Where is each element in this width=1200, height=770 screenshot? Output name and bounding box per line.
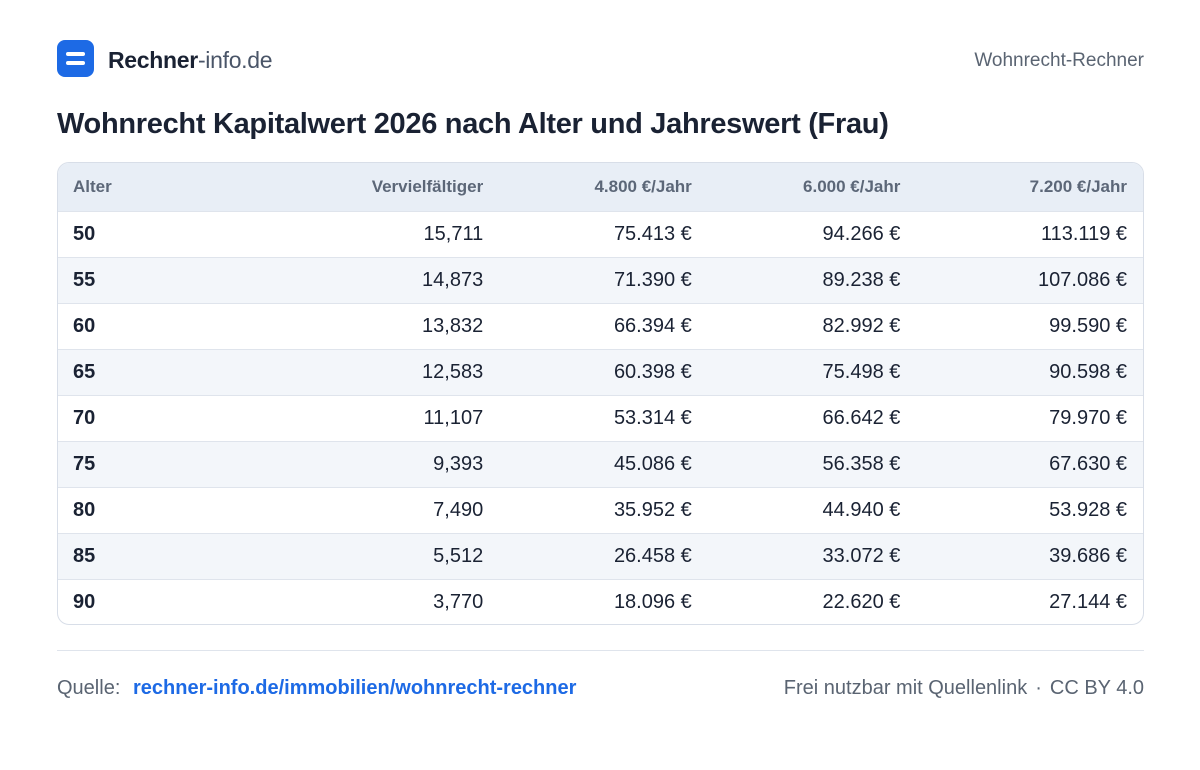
table-header-row: Alter Vervielfältiger 4.800 €/Jahr 6.000… <box>58 163 1143 211</box>
cell-value-7200: 53.928 € <box>1049 498 1127 521</box>
cell-value-6000: 89.238 € <box>822 268 901 291</box>
cell-value-6000: 75.498 € <box>822 360 901 383</box>
cell-value-7200: 67.630 € <box>1049 452 1127 475</box>
cell-value-4800: 53.314 € <box>613 406 692 429</box>
cell-value-6000: 82.992 € <box>822 314 901 337</box>
source-link[interactable]: rechner-info.de/immobilien/wohnrecht-rec… <box>133 677 577 699</box>
cell-value-6000: 94.266 € <box>822 222 901 245</box>
license-name: CC BY 4.0 <box>1049 677 1144 699</box>
cell-value-7200: 99.590 € <box>1049 314 1127 337</box>
cell-value-7200: 79.970 € <box>1049 406 1127 429</box>
cell-factor: 11,107 <box>423 406 484 429</box>
cell-factor: 14,873 <box>422 268 484 291</box>
cell-factor: 15,711 <box>423 222 484 245</box>
cell-value-4800: 60.398 € <box>613 360 692 383</box>
page-footer: Quelle: rechner-info.de/immobilien/wohnr… <box>57 677 1144 703</box>
cell-value-4800: 26.458 € <box>613 544 692 567</box>
cell-age: 65 <box>73 360 96 383</box>
table-row: 90 3,770 18.096 € 22.620 € 27.144 € <box>58 579 1143 624</box>
cell-age: 55 <box>73 268 96 291</box>
cell-value-4800: 71.390 € <box>613 268 692 291</box>
column-header-4800: 4.800 €/Jahr <box>594 176 692 196</box>
cell-value-7200: 107.086 € <box>1038 268 1127 291</box>
page-header: Rechner-info.de Wohnrecht-Rechner <box>57 40 1144 78</box>
footer-divider <box>57 650 1144 651</box>
page-title: Wohnrecht Kapitalwert 2026 nach Alter un… <box>57 108 889 140</box>
cell-value-4800: 66.394 € <box>613 314 692 337</box>
license-text: Frei nutzbar mit Quellenlink <box>783 677 1028 699</box>
cell-value-6000: 56.358 € <box>822 452 901 475</box>
cell-value-7200: 90.598 € <box>1049 360 1127 383</box>
column-header-alter: Alter <box>73 176 112 196</box>
logo-icon[interactable] <box>57 40 94 77</box>
cell-factor: 13,832 <box>422 314 484 337</box>
cell-age: 85 <box>73 544 96 567</box>
column-header-vervielfaeltiger: Vervielfältiger <box>371 176 484 196</box>
license-separator: · <box>1035 677 1042 699</box>
table-row: 50 15,711 75.413 € 94.266 € 113.119 € <box>58 211 1143 257</box>
cell-value-4800: 75.413 € <box>613 222 692 245</box>
cell-value-7200: 113.119 € <box>1040 222 1127 245</box>
cell-age: 60 <box>73 314 96 337</box>
table-row: 70 11,107 53.314 € 66.642 € 79.970 € <box>58 395 1143 441</box>
cell-factor: 12,583 <box>422 360 484 383</box>
cell-factor: 9,393 <box>433 452 484 475</box>
cell-value-7200: 27.144 € <box>1049 590 1127 613</box>
table-row: 65 12,583 60.398 € 75.498 € 90.598 € <box>58 349 1143 395</box>
cell-factor: 5,512 <box>433 544 484 567</box>
cell-factor: 3,770 <box>433 590 484 613</box>
brand-name[interactable]: Rechner-info.de <box>108 47 273 74</box>
cell-age: 50 <box>73 222 96 245</box>
column-header-6000: 6.000 €/Jahr <box>803 176 901 196</box>
cell-value-6000: 44.940 € <box>822 498 901 521</box>
cell-value-7200: 39.686 € <box>1049 544 1127 567</box>
brand-name-bold: Rechner <box>108 47 198 73</box>
column-header-7200: 7.200 €/Jahr <box>1029 176 1127 196</box>
calculator-name: Wohnrecht-Rechner <box>974 50 1144 71</box>
cell-value-4800: 35.952 € <box>613 498 692 521</box>
brand-name-suffix: -info.de <box>197 47 273 73</box>
cell-value-4800: 18.096 € <box>613 590 692 613</box>
cell-value-6000: 33.072 € <box>822 544 901 567</box>
cell-age: 90 <box>73 590 96 613</box>
table-row: 85 5,512 26.458 € 33.072 € 39.686 € <box>58 533 1143 579</box>
table-row: 60 13,832 66.394 € 82.992 € 99.590 € <box>58 303 1143 349</box>
cell-value-6000: 66.642 € <box>822 406 901 429</box>
cell-value-4800: 45.086 € <box>613 452 692 475</box>
table-row: 55 14,873 71.390 € 89.238 € 107.086 € <box>58 257 1143 303</box>
value-table: Alter Vervielfältiger 4.800 €/Jahr 6.000… <box>57 162 1144 625</box>
cell-age: 75 <box>73 452 96 475</box>
table-row: 80 7,490 35.952 € 44.940 € 53.928 € <box>58 487 1143 533</box>
cell-factor: 7,490 <box>433 498 484 521</box>
cell-age: 70 <box>73 406 96 429</box>
license-notice: Frei nutzbar mit Quellenlink · CC BY 4.0 <box>784 677 1144 700</box>
cell-age: 80 <box>73 498 96 521</box>
source-label: Quelle: <box>57 677 121 699</box>
table-row: 75 9,393 45.086 € 56.358 € 67.630 € <box>58 441 1143 487</box>
cell-value-6000: 22.620 € <box>822 590 901 613</box>
